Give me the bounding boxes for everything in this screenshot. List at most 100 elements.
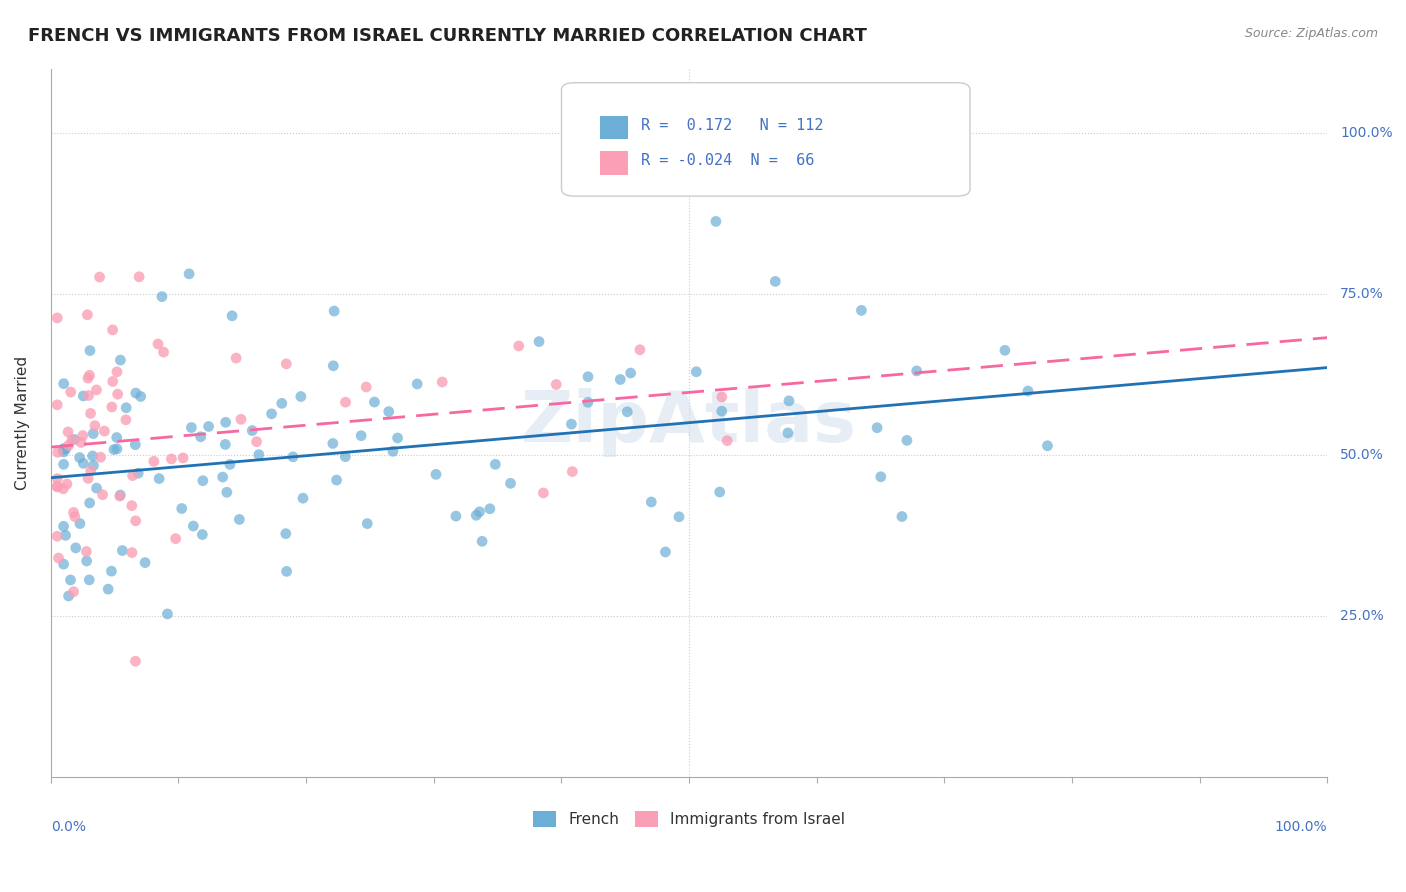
French	[52, 442, 75, 457]
French	[471, 534, 494, 549]
Immigrants from Israel	[80, 464, 103, 478]
French	[55, 528, 77, 542]
Immigrants from Israel	[229, 412, 252, 426]
French	[291, 491, 314, 506]
French	[77, 573, 100, 587]
French	[82, 426, 104, 441]
French	[260, 407, 283, 421]
Text: R = -0.024  N =  66: R = -0.024 N = 66	[641, 153, 814, 169]
French	[576, 369, 599, 384]
French	[115, 401, 138, 415]
French	[609, 372, 631, 386]
Immigrants from Israel	[432, 375, 454, 389]
French	[52, 458, 75, 472]
French	[620, 366, 643, 380]
French	[387, 431, 409, 445]
Immigrants from Israel	[561, 465, 583, 479]
French	[124, 437, 146, 451]
French	[896, 434, 918, 448]
Immigrants from Israel	[121, 545, 143, 559]
Immigrants from Israel	[52, 482, 75, 496]
French	[129, 390, 152, 404]
Immigrants from Israel	[46, 472, 69, 486]
Immigrants from Israel	[152, 345, 174, 359]
Immigrants from Israel	[56, 477, 79, 491]
Text: FRENCH VS IMMIGRANTS FROM ISRAEL CURRENTLY MARRIED CORRELATION CHART: FRENCH VS IMMIGRANTS FROM ISRAEL CURRENT…	[28, 27, 868, 45]
French	[214, 437, 236, 451]
French	[211, 470, 233, 484]
Text: 50.0%: 50.0%	[1340, 448, 1384, 462]
French	[763, 274, 786, 288]
French	[335, 450, 357, 464]
Text: ZipAtlas: ZipAtlas	[522, 388, 858, 458]
French	[134, 556, 156, 570]
French	[100, 564, 122, 578]
French	[560, 417, 582, 431]
Immigrants from Israel	[628, 343, 651, 357]
Immigrants from Israel	[105, 365, 128, 379]
Immigrants from Israel	[48, 551, 70, 566]
French	[356, 516, 378, 531]
FancyBboxPatch shape	[600, 116, 628, 139]
French	[103, 442, 125, 457]
French	[576, 395, 599, 409]
French	[778, 393, 800, 408]
French	[191, 527, 214, 541]
French	[52, 557, 75, 571]
Immigrants from Israel	[76, 308, 98, 322]
French	[994, 343, 1017, 358]
French	[52, 376, 75, 391]
French	[52, 442, 75, 456]
French	[110, 353, 132, 368]
French	[527, 334, 550, 349]
French	[270, 396, 292, 410]
Immigrants from Israel	[124, 654, 146, 668]
Immigrants from Israel	[531, 486, 554, 500]
Immigrants from Israel	[710, 390, 733, 404]
French	[150, 290, 173, 304]
Immigrants from Israel	[107, 387, 129, 401]
Text: Source: ZipAtlas.com: Source: ZipAtlas.com	[1244, 27, 1378, 40]
Immigrants from Israel	[77, 371, 100, 385]
French	[52, 445, 75, 459]
French	[127, 466, 149, 480]
French	[240, 424, 263, 438]
Immigrants from Israel	[56, 425, 79, 439]
French	[111, 543, 134, 558]
Immigrants from Israel	[46, 480, 69, 494]
French	[181, 519, 204, 533]
French	[69, 450, 91, 465]
Text: 100.0%: 100.0%	[1275, 820, 1327, 834]
French	[406, 376, 429, 391]
French	[325, 473, 347, 487]
French	[322, 436, 344, 450]
Immigrants from Israel	[108, 489, 131, 503]
Immigrants from Israel	[245, 434, 267, 449]
French	[381, 444, 404, 458]
French	[69, 516, 91, 531]
French	[866, 421, 889, 435]
French	[228, 512, 250, 526]
Immigrants from Israel	[77, 388, 100, 402]
French	[177, 267, 200, 281]
Immigrants from Israel	[79, 406, 101, 420]
French	[58, 589, 80, 603]
French	[710, 404, 733, 418]
French	[484, 458, 506, 472]
Immigrants from Israel	[46, 479, 69, 493]
French	[156, 607, 179, 621]
Y-axis label: Currently Married: Currently Married	[15, 356, 30, 490]
Immigrants from Israel	[75, 544, 97, 558]
Immigrants from Israel	[77, 471, 100, 485]
French	[905, 364, 928, 378]
Text: 25.0%: 25.0%	[1340, 609, 1384, 624]
French	[55, 442, 77, 457]
French	[668, 509, 690, 524]
French	[281, 450, 304, 464]
French	[1017, 384, 1039, 398]
French	[322, 359, 344, 373]
Immigrants from Israel	[546, 377, 568, 392]
Immigrants from Israel	[354, 380, 377, 394]
French	[105, 430, 128, 444]
Immigrants from Israel	[62, 505, 84, 519]
